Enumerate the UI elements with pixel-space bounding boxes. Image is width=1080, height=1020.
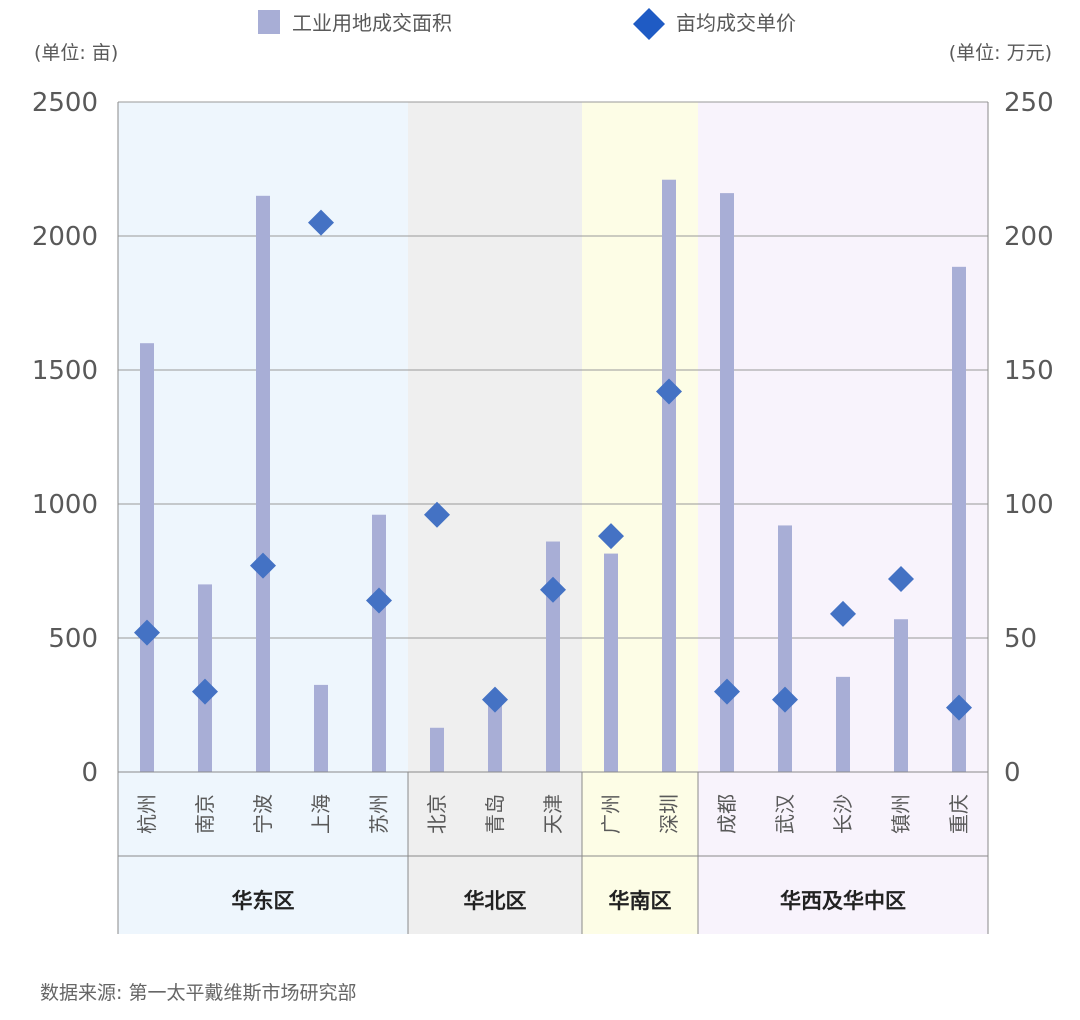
bar-成都 bbox=[720, 193, 734, 772]
region-labels: 华东区 华北区 华南区 华西及华中区 bbox=[232, 889, 907, 913]
legend-marker-label: 亩均成交单价 bbox=[676, 11, 796, 35]
marker-镇州 bbox=[888, 566, 914, 593]
category-label: 南京 bbox=[193, 794, 217, 834]
bar-宁波 bbox=[256, 195, 270, 773]
legend: 工业用地成交面积 亩均成交单价 bbox=[258, 8, 796, 40]
region-label: 华西及华中区 bbox=[780, 889, 906, 913]
legend-bar-swatch bbox=[258, 10, 280, 34]
right-tick-label: 200 bbox=[1004, 222, 1054, 252]
price-markers bbox=[134, 209, 972, 721]
axes: 0 500 1000 1500 2000 2500 0 50 100 150 200 250 bbox=[32, 88, 1054, 934]
bar-青岛 bbox=[488, 694, 502, 772]
right-tick-label: 100 bbox=[1004, 490, 1054, 520]
category-label: 苏州 bbox=[367, 794, 391, 834]
bar-广州 bbox=[604, 553, 618, 772]
legend-bar-label: 工业用地成交面积 bbox=[292, 11, 452, 35]
left-tick-label: 2000 bbox=[32, 222, 98, 252]
region-label: 华东区 bbox=[232, 889, 295, 913]
bar-重庆 bbox=[952, 266, 966, 772]
source-note: 数据来源: 第一太平戴维斯市场研究部 bbox=[40, 982, 356, 1004]
right-tick-label: 50 bbox=[1004, 624, 1037, 654]
bar-深圳 bbox=[662, 179, 676, 773]
left-tick-label: 2500 bbox=[32, 88, 98, 118]
marker-杭州 bbox=[134, 619, 160, 646]
marker-苏州 bbox=[366, 587, 392, 614]
marker-上海 bbox=[308, 209, 334, 236]
category-label: 杭州 bbox=[135, 794, 159, 834]
category-label: 上海 bbox=[309, 794, 333, 834]
category-label: 天津 bbox=[541, 794, 565, 834]
left-axis-unit: (单位: 亩) bbox=[34, 42, 118, 64]
region-label: 华北区 bbox=[464, 889, 527, 913]
category-label: 成都 bbox=[715, 794, 739, 834]
left-tick-label: 1500 bbox=[32, 356, 98, 386]
category-label: 北京 bbox=[425, 794, 449, 834]
marker-北京 bbox=[424, 501, 450, 528]
category-label: 宁波 bbox=[251, 794, 275, 834]
marker-重庆 bbox=[946, 694, 972, 721]
left-tick-label: 500 bbox=[48, 624, 98, 654]
bar-天津 bbox=[546, 541, 560, 772]
legend-diamond-swatch bbox=[633, 8, 665, 40]
bar-武汉 bbox=[778, 525, 792, 772]
left-tick-label: 1000 bbox=[32, 490, 98, 520]
category-label: 长沙 bbox=[831, 794, 855, 834]
marker-天津 bbox=[540, 576, 566, 603]
category-label: 青岛 bbox=[483, 794, 507, 834]
marker-深圳 bbox=[656, 378, 682, 405]
region-bg-2 bbox=[582, 102, 698, 934]
marker-宁波 bbox=[250, 552, 276, 579]
category-labels: 杭州 南京 宁波 上海 苏州 北京 青岛 天津 广州 深圳 成都 武汉 长沙 镇州 重庆 bbox=[135, 794, 971, 834]
marker-成都 bbox=[714, 678, 740, 705]
region-label: 华南区 bbox=[609, 889, 672, 913]
region-bg-3 bbox=[698, 102, 988, 934]
category-label: 深圳 bbox=[657, 794, 681, 834]
category-label: 镇州 bbox=[889, 794, 913, 834]
left-tick-label: 0 bbox=[81, 758, 98, 788]
marker-南京 bbox=[192, 678, 218, 705]
bar-长沙 bbox=[836, 676, 850, 772]
bar-上海 bbox=[314, 684, 328, 772]
bar-南京 bbox=[198, 584, 212, 772]
category-label: 武汉 bbox=[773, 794, 797, 834]
right-axis-unit: (单位: 万元) bbox=[949, 42, 1052, 64]
bar-北京 bbox=[430, 727, 444, 772]
category-label: 广州 bbox=[599, 794, 623, 834]
category-label: 重庆 bbox=[947, 794, 971, 834]
right-tick-label: 150 bbox=[1004, 356, 1054, 386]
right-tick-label: 250 bbox=[1004, 88, 1054, 118]
marker-武汉 bbox=[772, 686, 798, 713]
right-tick-label: 0 bbox=[1004, 758, 1021, 788]
bar-镇州 bbox=[894, 619, 908, 772]
marker-广州 bbox=[598, 523, 624, 550]
bar-苏州 bbox=[372, 514, 386, 772]
marker-长沙 bbox=[830, 600, 856, 627]
bar-杭州 bbox=[140, 343, 154, 772]
marker-青岛 bbox=[482, 686, 508, 713]
